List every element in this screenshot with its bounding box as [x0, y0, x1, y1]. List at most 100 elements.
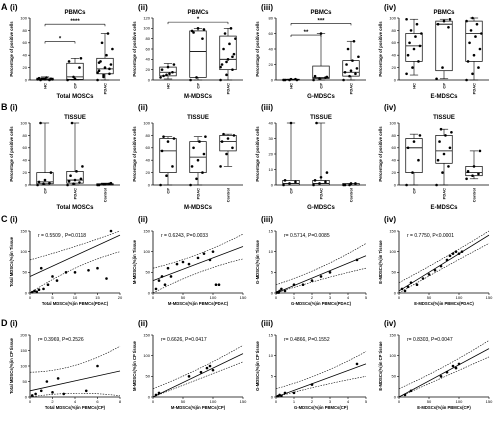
data-point — [403, 393, 407, 397]
data-point — [436, 22, 440, 26]
data-point — [199, 370, 203, 374]
data-point — [192, 31, 195, 34]
panel-title: PBMCs — [64, 10, 86, 16]
data-point — [37, 288, 41, 291]
data-point — [102, 75, 105, 79]
data-point — [56, 377, 60, 380]
data-point — [457, 252, 461, 256]
data-point — [73, 77, 77, 81]
data-point — [73, 178, 77, 182]
data-point — [420, 32, 423, 35]
category-label-control: Control — [102, 188, 107, 202]
category-label-cp: CP — [72, 83, 77, 89]
data-point — [409, 389, 413, 393]
data-point — [280, 394, 283, 398]
box-pdac — [219, 27, 237, 82]
x-axis-label: M-MDSCs(%)in PBMCs(PDAC) — [168, 301, 229, 306]
panel-label: (iv) — [384, 215, 396, 224]
data-point — [343, 70, 347, 74]
data-point — [196, 256, 200, 260]
data-point — [159, 76, 162, 79]
panel-label: (iv) — [384, 103, 396, 112]
data-point — [228, 42, 231, 46]
box-iqr — [405, 33, 423, 62]
box-control — [96, 181, 114, 187]
y-tick-label: 40 — [146, 158, 151, 163]
data-point — [169, 275, 173, 278]
data-point — [427, 273, 431, 276]
data-point — [403, 289, 407, 293]
data-point — [219, 78, 222, 82]
box-hc — [159, 63, 177, 80]
panel-title: TISSUE — [64, 115, 86, 121]
y-tick-label: 40 — [269, 46, 274, 51]
panel-2-1: (ii) 0 50 100 150 M-MDSCs(%)in Tissue 0 50 100 15… — [132, 215, 247, 306]
y-tick-label: 50 — [146, 270, 151, 275]
y-tick-label: 0 — [25, 394, 28, 399]
data-point — [105, 277, 108, 280]
y-axis-label: M-MDSCs(%)in Tissue — [132, 239, 137, 284]
y-tick-label: 100 — [20, 120, 27, 125]
data-point — [325, 75, 329, 79]
data-point — [190, 165, 194, 168]
data-point — [45, 76, 48, 79]
y-tick-label: 0 — [394, 182, 397, 187]
confidence-band-upper — [398, 340, 490, 390]
data-point — [211, 368, 215, 372]
regression-line — [152, 353, 244, 398]
y-tick-label: 20 — [392, 65, 397, 70]
y-tick-label: 20 — [146, 170, 151, 175]
x-axis-label: E-MDSCs — [430, 205, 458, 211]
data-point — [187, 262, 191, 266]
data-point — [471, 72, 474, 76]
data-point — [447, 165, 450, 168]
data-point — [474, 35, 477, 38]
data-point — [439, 375, 443, 378]
data-point — [351, 59, 354, 62]
x-tick-label: 4 — [74, 399, 77, 404]
panel-title: PBMCs — [433, 10, 455, 16]
data-point — [109, 63, 113, 66]
y-tick-label: 80 — [269, 15, 274, 20]
data-point — [157, 391, 161, 395]
x-axis-label: G-MDSCs(%)in PBMCs(PDAC) — [291, 301, 352, 306]
data-point — [172, 63, 176, 66]
data-point — [418, 134, 422, 137]
data-point — [478, 47, 482, 51]
panel-title: TISSUE — [187, 115, 209, 121]
panel-label: (i) — [10, 103, 18, 112]
box-pdac — [435, 127, 453, 187]
x-tick-label: 0 — [398, 399, 401, 404]
data-point — [355, 67, 359, 70]
confidence-band-upper — [29, 345, 121, 373]
y-tick-label: 50 — [146, 374, 151, 379]
data-point — [43, 78, 47, 81]
data-point — [223, 32, 227, 35]
data-point — [217, 283, 221, 287]
data-point — [163, 283, 167, 287]
x-axis-label: G-MDSCs(%)in PBMCs(CP) — [294, 405, 349, 410]
data-point — [166, 65, 170, 69]
category-label-control: Control — [225, 188, 230, 202]
data-point — [283, 179, 287, 182]
confidence-band-lower — [29, 251, 121, 294]
data-point — [414, 35, 417, 38]
data-point — [412, 47, 416, 51]
data-point — [417, 60, 420, 63]
data-point — [225, 60, 228, 64]
y-tick-label: 100 — [143, 249, 150, 254]
correlation-stat: r = 0.6243, P=0.0033 — [161, 233, 208, 239]
y-tick-label: 20 — [146, 67, 151, 72]
data-point — [72, 75, 75, 79]
data-point — [219, 65, 222, 69]
box-iqr — [159, 138, 177, 173]
data-point — [301, 283, 305, 287]
y-tick-label: 100 — [20, 363, 27, 368]
y-tick-label: 100 — [143, 353, 150, 358]
data-point — [51, 391, 54, 394]
category-label-cp: CP — [318, 83, 323, 89]
data-point — [441, 66, 444, 69]
data-point — [342, 78, 345, 82]
box-iqr — [465, 20, 483, 62]
category-label-pdac: PDAC — [72, 188, 77, 199]
